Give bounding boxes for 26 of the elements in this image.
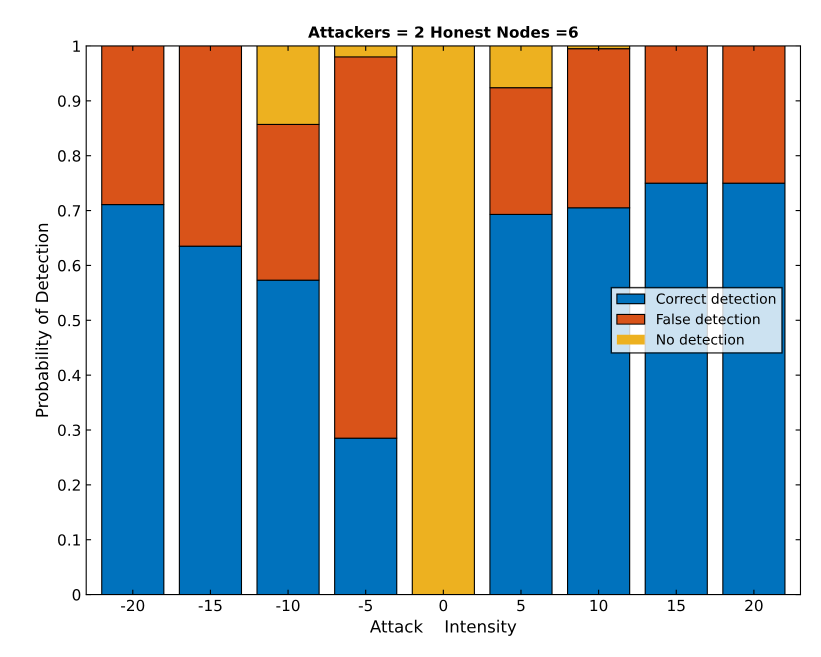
legend-label: No detection: [657, 334, 744, 345]
y-tick-label: 0.6: [58, 260, 80, 272]
x-tick-label: -15: [198, 600, 222, 612]
x-tick-label: -5: [358, 600, 372, 612]
x-axis-title: Attack Intensity: [370, 620, 516, 636]
y-tick-label: 0.1: [58, 534, 80, 546]
x-tick-label: -20: [121, 600, 144, 612]
y-tick-label: 0: [72, 589, 80, 601]
y-tick-label: 0.2: [58, 479, 80, 491]
y-tick-label: 1: [73, 40, 80, 52]
legend-label: False detection: [657, 314, 760, 324]
x-tick-label: 15: [668, 600, 685, 612]
legend-label: Correct detection: [656, 293, 776, 304]
y-tick-label: 0.8: [58, 150, 80, 162]
x-tick-label: -10: [276, 600, 300, 612]
x-tick-label: 20: [745, 600, 763, 612]
y-tick-label: 0.4: [58, 370, 80, 382]
x-tick-label: 0: [439, 600, 448, 612]
y-tick-label: 0.3: [58, 424, 80, 436]
chart-title: Attackers = 2 Honest Nodes =6: [308, 26, 578, 38]
x-tick-label: 10: [590, 600, 608, 612]
y-tick-label: 0.5: [58, 314, 80, 326]
x-tick-label: 5: [517, 600, 525, 612]
y-axis-title: Probability of Detection: [35, 224, 52, 417]
y-tick-label: 0.7: [58, 205, 80, 217]
y-tick-label: 0.9: [58, 95, 80, 107]
